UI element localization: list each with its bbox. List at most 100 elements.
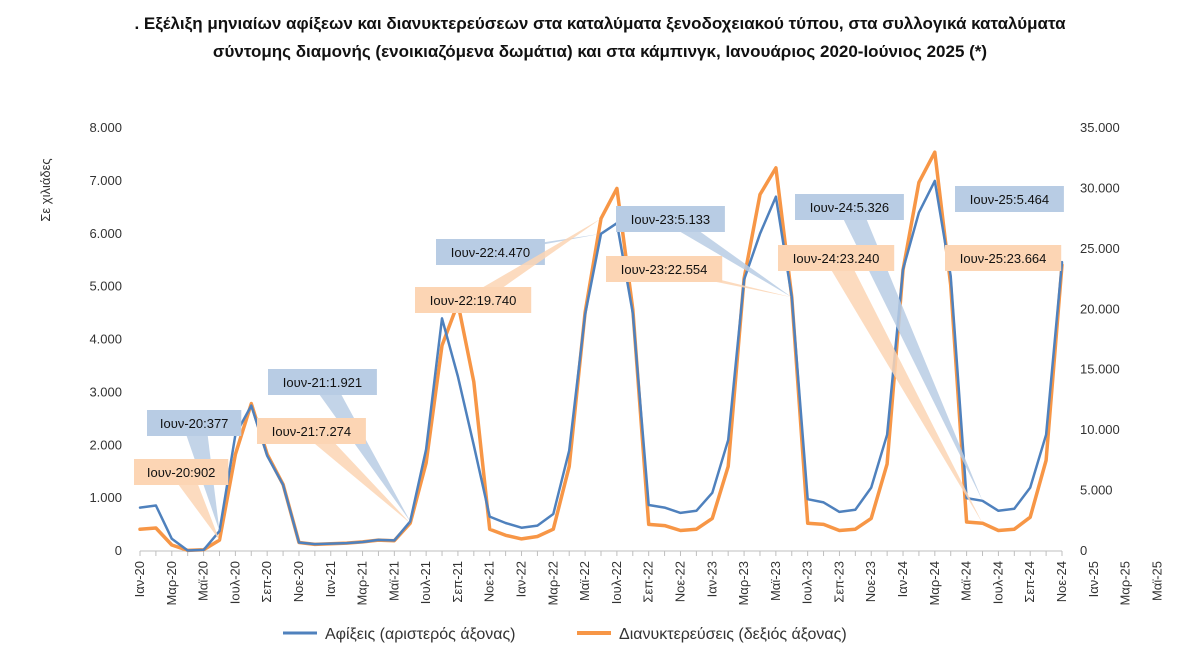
x-tick-label: Ιουλ-21 [418, 561, 433, 604]
legend-item-arrivals: Αφίξεις (αριστερός άξονας) [283, 626, 516, 643]
left-y-tick-label: 3.000 [89, 384, 122, 399]
left-y-tick-label: 8.000 [89, 120, 122, 135]
left-y-tick-label: 0 [115, 543, 122, 558]
callout-pointer [310, 382, 411, 522]
callout-box [606, 256, 723, 282]
callout-label: Ιουν-20:902 [147, 465, 216, 480]
left-y-tick-label: 7.000 [89, 173, 122, 188]
callout-group: Ιουν-20:377 Ιουν-20:902 Ιουν-21:1.921 Ιουν-… [134, 186, 1064, 541]
callout-box [257, 418, 366, 444]
callout-box [616, 206, 725, 232]
overnight-stays-callout: Ιουν-21:7.274 [257, 418, 411, 524]
x-tick-label: Ιαν-22 [514, 561, 529, 597]
x-tick-label: Μαϊ-20 [196, 561, 211, 601]
left-y-tick-label: 4.000 [89, 332, 122, 347]
arrivals-callout: Ιουν-23:5.133 [616, 206, 792, 298]
callout-label: Ιουν-20:377 [160, 416, 229, 431]
right-y-tick-label: 35.000 [1080, 120, 1120, 135]
x-tick-label: Νοε-21 [482, 561, 497, 602]
arrivals-callout: Ιουν-21:1.921 [268, 369, 411, 522]
x-tick-label: Μαρ-20 [164, 561, 179, 606]
right-y-tick-label: 25.000 [1080, 241, 1120, 256]
chart-title: . Εξέλιξη μηνιαίων αφίξεων και διανυκτερ… [0, 10, 1200, 66]
x-tick-label: Σεπ-22 [641, 561, 656, 603]
callout-label: Ιουν-22:4.470 [451, 245, 530, 260]
arrivals-series-line [138, 179, 1064, 552]
x-tick-label: Σεπ-20 [259, 561, 274, 603]
left-y-tick-label: 6.000 [89, 226, 122, 241]
right-y-tick-label: 0 [1080, 543, 1087, 558]
right-y-tick-label: 30.000 [1080, 180, 1120, 195]
callout-box [778, 245, 895, 271]
callout-box [795, 194, 904, 220]
x-tick-label: Σεπ-21 [450, 561, 465, 603]
overnight-stays-callout: Ιουν-22:19.740 [415, 218, 601, 313]
left-y-tick-label: 5.000 [89, 279, 122, 294]
callout-pointer [169, 472, 220, 541]
right-y-tick-label: 5.000 [1080, 483, 1113, 498]
callout-label: Ιουν-21:1.921 [283, 375, 362, 390]
y-axis-label: Σε χιλιάδες [38, 158, 53, 221]
chart-title-line1: . Εξέλιξη μηνιαίων αφίξεων και διανυκτερ… [134, 14, 1066, 33]
legend-label: Αφίξεις (αριστερός άξονας) [325, 626, 516, 643]
x-tick-label: Ιαν-23 [704, 561, 719, 597]
callout-pointer [837, 207, 983, 501]
x-tick-label: Μαϊ-25 [1149, 561, 1164, 601]
callout-label: Ιουν-24:23.240 [793, 251, 880, 266]
x-tick-label: Μαρ-22 [545, 561, 560, 606]
callout-label: Ιουν-23:5.133 [631, 212, 710, 227]
x-tick-label: Ιαν-21 [323, 561, 338, 597]
x-tick-label: Ιουλ-22 [609, 561, 624, 604]
right-y-tick-label: 10.000 [1080, 422, 1120, 437]
arrivals-callout: Ιουν-25:5.464 [955, 186, 1064, 212]
x-tick-label: Μαϊ-21 [386, 561, 401, 601]
callout-pointer [461, 218, 601, 300]
overnight-stays-series-line [138, 150, 1064, 553]
chart-title-line2: σύντομης διαμονής (ενοικιαζόμενα δωμάτια… [212, 42, 988, 61]
x-tick-label: Ιαν-25 [1086, 561, 1101, 597]
x-axis: Ιαν-20 Μαρ-20 Μαϊ-20 Ιουλ-20 Σεπ-20 Νοε-20 Ιαν… [132, 550, 1164, 606]
x-tick-label: Μαϊ-24 [959, 561, 974, 601]
x-tick-label: Νοε-23 [863, 561, 878, 602]
callout-label: Ιουν-24:5.326 [810, 200, 889, 215]
callout-label: Ιουν-22:19.740 [430, 293, 517, 308]
x-tick-label: Ιουλ-23 [800, 561, 815, 604]
left-y-tick-label: 2.000 [89, 437, 122, 452]
overnight-stays-callout: Ιουν-24:23.240 [778, 245, 983, 524]
callout-box [955, 186, 1064, 212]
x-tick-label: Ιουλ-20 [227, 561, 242, 604]
x-tick-label: Μαρ-23 [736, 561, 751, 606]
x-tick-label: Μαϊ-22 [577, 561, 592, 601]
callout-label: Ιουν-25:5.464 [970, 192, 1049, 207]
right-y-tick-label: 20.000 [1080, 301, 1120, 316]
x-tick-label: Ιαν-20 [132, 561, 147, 597]
callout-box [134, 459, 229, 485]
callout-box [945, 245, 1062, 271]
x-tick-label: Μαρ-24 [927, 561, 942, 606]
arrivals-callout: Ιουν-22:4.470 [436, 233, 601, 265]
legend-item-overnight-stays: Διανυκτερεύσεις (δεξιός άξονας) [577, 626, 847, 643]
x-tick-label: Νοε-24 [1054, 561, 1069, 602]
callout-label: Ιουν-25:23.664 [960, 251, 1047, 266]
overnight-stays-callout: Ιουν-20:902 [134, 459, 229, 541]
x-tick-label: Σεπ-23 [831, 561, 846, 603]
callout-pointer [824, 258, 983, 524]
x-tick-label: Σεπ-24 [1022, 561, 1037, 603]
series-group [138, 150, 1064, 553]
legend: Αφίξεις (αριστερός άξονας) Διανυκτερεύσει… [283, 626, 847, 643]
callout-box [147, 410, 242, 436]
x-tick-label: Νοε-22 [672, 561, 687, 602]
arrivals-callout: Ιουν-24:5.326 [795, 194, 983, 501]
x-tick-label: Μαϊ-23 [768, 561, 783, 601]
callout-label: Ιουν-21:7.274 [272, 424, 351, 439]
x-tick-label: Ιαν-24 [895, 561, 910, 597]
callout-box [436, 239, 545, 265]
callout-pointer [658, 219, 792, 298]
callout-label: Ιουν-23:22.554 [621, 262, 708, 277]
overnight-stays-callout: Ιουν-25:23.664 [945, 245, 1062, 271]
callout-pointer [299, 431, 411, 524]
x-tick-label: Νοε-20 [291, 561, 306, 602]
left-y-axis: 0 1.000 2.000 3.000 4.000 5.000 6.000 7.000 8.00… [89, 120, 122, 558]
x-tick-label: Μαρ-25 [1118, 561, 1133, 606]
